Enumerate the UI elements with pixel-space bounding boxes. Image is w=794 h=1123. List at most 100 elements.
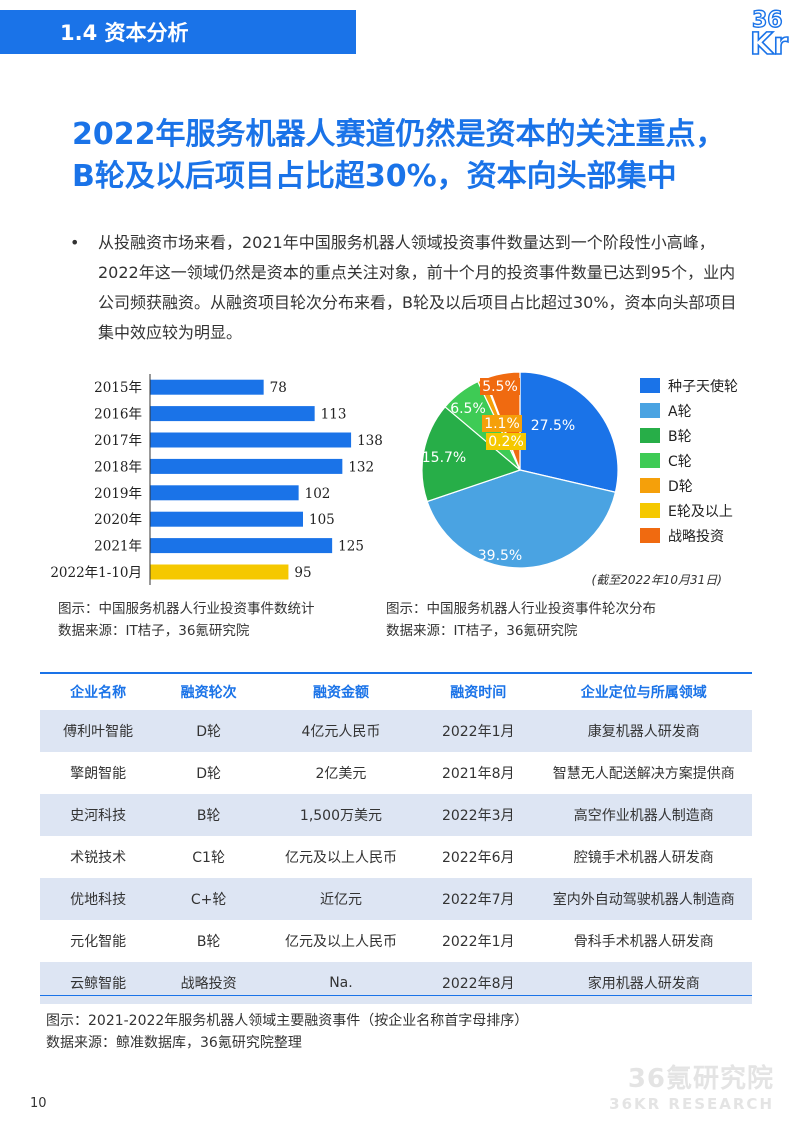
bar-value-label: 78 <box>270 380 287 396</box>
cell-company: 史河科技 <box>40 794 157 836</box>
bar-chart-source: 数据来源：IT桔子，36氪研究院 <box>58 623 250 639</box>
bar-value-label: 132 <box>348 459 374 475</box>
legend-label: 战略投资 <box>668 529 724 545</box>
cell-amount: Na. <box>261 962 421 1004</box>
cell-round: D轮 <box>196 766 221 782</box>
bar-value-label: 95 <box>294 565 311 581</box>
pie-value-label: 1.1% <box>484 416 520 432</box>
bar-category-label: 2015年 <box>94 380 142 396</box>
bar-chart-figure-label: 图示：中国服务机器人行业投资事件数统计 <box>58 601 315 617</box>
bar-mark <box>150 379 264 395</box>
bar-mark <box>150 485 299 501</box>
bullet-marker: • <box>70 233 80 252</box>
bar-mark <box>150 511 303 527</box>
brand-logo: 36 Kr <box>749 7 789 56</box>
legend-swatch <box>640 528 660 543</box>
bar-mark <box>150 538 333 554</box>
bar-value-label: 125 <box>338 539 364 555</box>
table-bottom-rule <box>40 995 752 996</box>
funding-events-table: 企业名称 融资轮次 融资金额 融资时间 企业定位与所属领域 傅利叶智能 D轮 4亿元… <box>40 674 752 1004</box>
logo-kr: Kr <box>750 27 788 56</box>
cell-company: 优地科技 <box>40 878 157 920</box>
table-source: 数据来源：鲸准数据库，36氪研究院整理 <box>46 1035 302 1051</box>
legend-label: 种子天使轮 <box>668 378 738 395</box>
table-row: 傅利叶智能 D轮 4亿元人民币 2022年1月 康复机器人研发商 <box>40 710 752 752</box>
logo-36: 36 <box>752 8 783 33</box>
cell-round: C+轮 <box>156 878 262 920</box>
legend-swatch <box>640 478 660 493</box>
pie-chart-source: 数据来源：IT桔子，36氪研究院 <box>386 623 578 639</box>
bullet-text: 从投融资市场来看，2021年中国服务机器人领域投资事件数量达到一个阶段性小高峰，… <box>98 233 737 342</box>
bar-category-label: 2016年 <box>94 407 142 423</box>
table-row: 元化智能 B轮 亿元及以上人民币 2022年1月 骨科手术机器人研发商 <box>40 920 752 962</box>
cell-date: 2022年1月 <box>441 934 515 950</box>
cell-date: 2021年8月 <box>441 766 515 782</box>
pie-value-label: 27.5% <box>531 418 575 434</box>
watermark-cn: 36氪研究院 <box>627 1064 774 1094</box>
cell-amount: 4亿元人民币 <box>261 710 421 752</box>
bar-mark <box>150 564 289 580</box>
pie-label-box <box>482 415 522 432</box>
legend-label: D轮 <box>668 479 693 495</box>
table-row: 术锐技术 C1轮 亿元及以上人民币 2022年6月 腔镜手术机器人研发商 <box>40 836 752 878</box>
table-row: 云鲸智能 战略投资 Na. 2022年8月 家用机器人研发商 <box>40 962 752 1004</box>
header-round: 融资轮次 <box>180 685 237 701</box>
cell-date: 2022年1月 <box>420 710 536 752</box>
cell-amount: 亿元及以上人民币 <box>284 850 397 866</box>
pie-value-label: 0.2% <box>488 434 524 450</box>
header-amount: 融资金额 <box>312 685 369 701</box>
cell-amount: 1,500万美元 <box>261 794 421 836</box>
header-company: 企业名称 <box>70 685 127 701</box>
legend-swatch <box>640 453 660 468</box>
cell-positioning: 康复机器人研发商 <box>535 710 752 752</box>
cell-amount: 2亿美元 <box>315 766 367 782</box>
bar-value-label: 105 <box>309 512 335 528</box>
cell-round: D轮 <box>156 710 262 752</box>
page-headline: 2022年服务机器人赛道仍然是资本的关注重点， B轮及以后项目占比超30%，资本… <box>72 114 772 198</box>
section-header-bar: 1.4 资本分析 <box>0 10 356 54</box>
headline-line-1: 2022年服务机器人赛道仍然是资本的关注重点， <box>72 117 726 152</box>
cell-positioning: 家用机器人研发商 <box>535 962 752 1004</box>
table-header-row: 企业名称 融资轮次 融资金额 融资时间 企业定位与所属领域 <box>40 674 752 710</box>
research-watermark: 36氪研究院 36KR RESEARCH <box>609 1058 774 1113</box>
table-top-rule <box>40 672 752 674</box>
cell-amount: 亿元及以上人民币 <box>284 934 397 950</box>
cell-company: 云鲸智能 <box>40 962 157 1004</box>
bar-category-label: 2019年 <box>94 486 142 502</box>
cell-positioning: 室内外自动驾驶机器人制造商 <box>535 878 752 920</box>
bar-category-label: 2022年1-10月 <box>50 565 142 581</box>
cell-company: 傅利叶智能 <box>40 710 157 752</box>
pie-value-label: 39.5% <box>478 548 522 564</box>
round-distribution-pie-chart: 27.5% 39.5% 15.7% 6.5%1.1% 0.2% 5.5% 种子天使轮 A轮 B轮… <box>421 371 738 587</box>
pie-slice <box>426 469 617 569</box>
bar-category-label: 2021年 <box>94 539 142 555</box>
legend-swatch <box>640 428 660 443</box>
bar-mark <box>150 458 343 474</box>
pie-slice <box>519 371 619 493</box>
cell-company: 擎朗智能 <box>70 766 127 782</box>
bar-category-label: 2018年 <box>94 459 142 475</box>
bar-category-label: 2017年 <box>94 433 142 449</box>
cell-company: 术锐技术 <box>70 850 127 866</box>
page-number: 10 <box>30 1096 47 1111</box>
pie-value-label: 6.5% <box>450 401 486 417</box>
watermark-en: 36KR RESEARCH <box>609 1095 774 1113</box>
cell-amount: 近亿元 <box>261 878 421 920</box>
legend-label: E轮及以上 <box>668 504 733 520</box>
pie-value-label: 15.7% <box>422 450 466 466</box>
bar-mark <box>150 432 352 448</box>
cell-round: B轮 <box>156 794 262 836</box>
cell-round: C1轮 <box>192 850 225 866</box>
legend-label: A轮 <box>668 404 692 420</box>
pie-label-box <box>480 378 520 395</box>
cell-round: B轮 <box>196 934 221 950</box>
pie-date-note: (截至2022年10月31日) <box>592 573 722 587</box>
table-figure-label: 图示：2021-2022年服务机器人领域主要融资事件（按企业名称首字母排序） <box>46 1013 529 1029</box>
cell-positioning: 腔镜手术机器人研发商 <box>573 850 714 866</box>
cell-date: 2022年3月 <box>420 794 536 836</box>
bar-value-label: 113 <box>321 407 347 423</box>
cell-positioning: 骨科手术机器人研发商 <box>573 934 714 950</box>
bullet-paragraph: • 从投融资市场来看，2021年中国服务机器人领域投资事件数量达到一个阶段性小高… <box>70 228 740 348</box>
headline-line-2: B轮及以后项目占比超30%，资本向头部集中 <box>72 159 677 194</box>
legend-swatch <box>640 378 660 393</box>
